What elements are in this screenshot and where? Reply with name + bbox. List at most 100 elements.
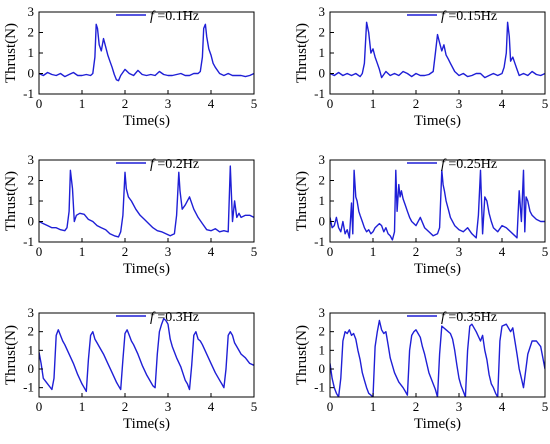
y-tick-label: 1 [28, 193, 35, 208]
plot-frame [329, 159, 546, 243]
y-tick-label: 2 [28, 173, 35, 188]
y-tick-label: 2 [319, 25, 326, 40]
legend-text: =0.1Hz [154, 9, 199, 24]
x-tick-label: 2 [413, 399, 420, 414]
x-tick-label: 1 [79, 399, 86, 414]
legend-symbol: f [441, 310, 447, 325]
x-tick-label: 1 [79, 244, 86, 259]
x-tick-label: 2 [122, 96, 129, 111]
y-tick-label: 2 [319, 173, 326, 188]
x-tick-label: 5 [251, 399, 258, 414]
x-tick-label: 3 [456, 96, 463, 111]
legend-symbol: f [441, 157, 447, 172]
y-tick-label: 1 [28, 342, 35, 357]
legend-text: =0.25Hz [445, 157, 497, 172]
series-line-1 [39, 317, 254, 393]
x-axis-label: Time(s) [414, 416, 461, 432]
x-tick-label: 4 [499, 96, 506, 111]
legend-text: =0.35Hz [445, 310, 497, 325]
x-tick-label: 5 [251, 244, 258, 259]
series-line-1 [330, 319, 545, 397]
y-tick-label: 0 [28, 214, 35, 229]
x-tick-label: 5 [542, 244, 549, 259]
legend-label: f =0.25Hz [441, 157, 497, 172]
x-tick-label: 4 [499, 399, 506, 414]
x-tick-label: 1 [370, 399, 377, 414]
y-tick-label: -1 [314, 234, 325, 249]
legend-label: f =0.35Hz [441, 310, 497, 325]
y-tick-label: 3 [319, 305, 326, 320]
x-tick-label: 2 [122, 244, 129, 259]
y-tick-label: -1 [23, 380, 34, 395]
y-tick-label: 0 [319, 214, 326, 229]
x-tick-label: 2 [122, 399, 129, 414]
y-tick-label: 2 [319, 324, 326, 339]
y-axis-label: Thrust(N) [294, 23, 310, 83]
y-axis-label: Thrust(N) [294, 171, 310, 231]
plot-frame [329, 312, 546, 398]
y-tick-label: 3 [28, 305, 35, 320]
y-tick-label: 3 [319, 4, 326, 19]
x-axis-label: Time(s) [414, 261, 461, 277]
plot-frame [38, 11, 255, 95]
y-tick-label: 0 [319, 66, 326, 81]
x-axis-label: Time(s) [123, 416, 170, 432]
x-tick-label: 2 [413, 96, 420, 111]
legend-label: f =0.3Hz [150, 310, 199, 325]
y-axis-label: Thrust(N) [3, 23, 19, 83]
y-tick-label: 1 [28, 45, 35, 60]
y-tick-label: -1 [23, 86, 34, 101]
x-axis-label: Time(s) [414, 113, 461, 129]
plot-frame [38, 312, 255, 398]
y-tick-label: 3 [28, 152, 35, 167]
plot-frame [329, 11, 546, 95]
y-tick-label: 0 [28, 66, 35, 81]
legend-label: f =0.1Hz [150, 9, 199, 24]
y-tick-label: 0 [319, 361, 326, 376]
series-line-1 [330, 169, 545, 241]
y-tick-label: 3 [319, 152, 326, 167]
legend-symbol: f [150, 310, 156, 325]
x-tick-label: 1 [370, 244, 377, 259]
legend-label: f =0.15Hz [441, 9, 497, 24]
y-tick-label: 1 [319, 193, 326, 208]
x-tick-label: 0 [327, 399, 334, 414]
series-line-1 [39, 165, 254, 238]
x-tick-label: 4 [208, 399, 215, 414]
y-tick-label: 2 [28, 25, 35, 40]
x-tick-label: 0 [36, 96, 43, 111]
x-tick-label: 0 [327, 244, 334, 259]
x-axis-label: Time(s) [123, 113, 170, 129]
y-tick-label: 1 [319, 45, 326, 60]
x-tick-label: 3 [165, 244, 172, 259]
y-tick-label: -1 [23, 234, 34, 249]
legend-text: =0.15Hz [445, 9, 497, 24]
x-tick-label: 1 [370, 96, 377, 111]
x-tick-label: 0 [327, 96, 334, 111]
x-tick-label: 3 [456, 399, 463, 414]
y-tick-label: -1 [314, 86, 325, 101]
legend-text: =0.3Hz [154, 310, 199, 325]
x-tick-label: 3 [165, 399, 172, 414]
y-tick-label: -1 [314, 380, 325, 395]
legend-symbol: f [150, 9, 156, 24]
x-tick-label: 2 [413, 244, 420, 259]
y-tick-label: 1 [319, 342, 326, 357]
legend-symbol: f [441, 9, 447, 24]
y-tick-label: 2 [28, 324, 35, 339]
x-tick-label: 3 [456, 244, 463, 259]
x-tick-label: 5 [542, 96, 549, 111]
x-tick-label: 5 [251, 96, 258, 111]
y-axis-label: Thrust(N) [3, 171, 19, 231]
legend-symbol: f [150, 157, 156, 172]
x-tick-label: 0 [36, 399, 43, 414]
x-tick-label: 4 [208, 244, 215, 259]
y-axis-label: Thrust(N) [294, 325, 310, 385]
y-tick-label: 0 [28, 361, 35, 376]
series-line-1 [330, 21, 545, 79]
